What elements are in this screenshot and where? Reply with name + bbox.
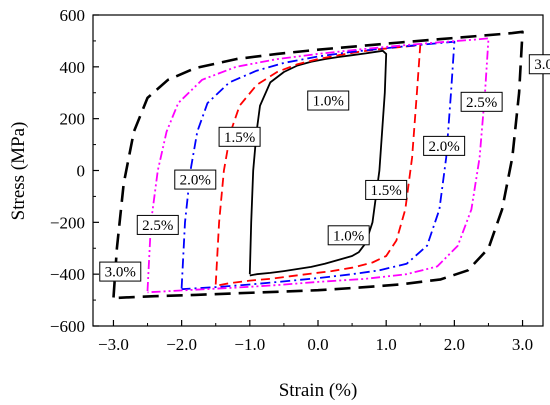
- annotation-label: 2.5%: [460, 91, 503, 112]
- annotation-text: 1.0%: [313, 94, 344, 110]
- annotation-label: 2.0%: [423, 135, 466, 156]
- annotation-label: 3.0%: [99, 261, 142, 282]
- annotation-box: [174, 169, 217, 190]
- x-ticks: −3.0 −2.0 −1.0 0.0 1.0 2.0 3.0: [98, 320, 533, 354]
- annotation-box: [365, 179, 408, 200]
- annotation-text: 2.5%: [142, 218, 173, 234]
- annotation-text: 3.0%: [534, 57, 550, 73]
- x-tick-label: 0.0: [307, 335, 328, 354]
- annotation-box: [218, 126, 261, 147]
- series-line-2-5: [146, 37, 490, 294]
- y-tick-label: −200: [50, 213, 85, 232]
- series-line-1: [248, 49, 388, 277]
- x-axis-title: Strain (%): [279, 380, 358, 401]
- annotation-text: 2.0%: [429, 139, 460, 155]
- annotation-label: 2.0%: [174, 169, 217, 190]
- y-axis-title: Stress (MPa): [8, 122, 29, 221]
- annotation-text: 1.0%: [333, 228, 364, 244]
- annotation-box: [136, 214, 179, 235]
- annotation-label: 2.5%: [136, 214, 179, 235]
- annotation-text: 2.0%: [180, 173, 211, 189]
- annotation-text: 1.5%: [371, 183, 402, 199]
- plot-frame: [92, 14, 544, 327]
- x-tick-label: 1.0: [376, 335, 397, 354]
- series-line-1-5: [214, 43, 422, 287]
- x-tick-label: −2.0: [166, 335, 197, 354]
- x-tick-label: −3.0: [98, 335, 129, 354]
- annotation-box: [307, 90, 350, 111]
- annotation-box: [327, 225, 370, 246]
- y-ticks: 600 400 200 0 −200 −400 −600: [50, 6, 99, 336]
- annotation-text: 3.0%: [105, 265, 136, 281]
- x-tick-label: 2.0: [444, 335, 465, 354]
- annotation-label: 1.5%: [218, 126, 261, 147]
- y-tick-label: −400: [50, 265, 85, 284]
- y-tick-label: −600: [50, 317, 85, 336]
- x-tick-label: −1.0: [234, 335, 265, 354]
- x-tick-label: 3.0: [512, 335, 533, 354]
- annotation-box: [460, 91, 503, 112]
- annotation-label: 3.0%: [528, 54, 550, 75]
- plot-area: [112, 30, 524, 300]
- series-line-3: [112, 30, 524, 300]
- annotation-text: 1.5%: [224, 130, 255, 146]
- y-tick-label: 600: [60, 6, 86, 25]
- annotation-label: 1.0%: [327, 225, 370, 246]
- y-tick-label: 200: [60, 110, 86, 129]
- annotation-label: 1.0%: [307, 90, 350, 111]
- axes: [92, 14, 544, 327]
- annotation-text: 2.5%: [466, 95, 497, 111]
- y-tick-label: 400: [60, 58, 86, 77]
- annotation-label: 1.5%: [365, 179, 408, 200]
- annotation-box: [99, 261, 142, 282]
- series-line-2: [180, 40, 456, 291]
- annotation-box: [423, 135, 466, 156]
- y-tick-label: 0: [77, 162, 86, 181]
- annotations: 1.0% 1.0% 1.5% 1.5% 2.0% 2.0% 2.5% 2.5% 3.0% 3.0%: [99, 54, 550, 282]
